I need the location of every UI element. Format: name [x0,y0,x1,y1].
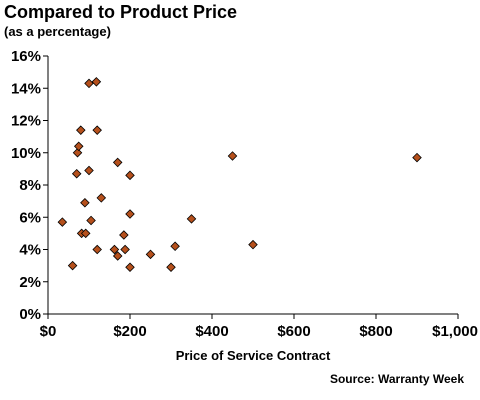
data-point [412,152,422,163]
data-point [80,197,90,208]
chart-title: Compared to Product Price [4,2,238,22]
data-point [125,209,135,219]
data-point [119,230,129,240]
y-tick-label: 14% [11,80,41,97]
data-point [67,260,78,271]
x-tick-label: $0 [40,323,57,340]
x-tick-label: $600 [277,323,310,340]
axes [47,56,458,315]
y-tick-label: 8% [19,177,41,194]
y-tick-label: 6% [19,209,41,226]
y-tick-label: 2% [19,274,41,291]
data-point [73,141,84,152]
data-point [92,125,102,135]
data-point [112,157,123,168]
data-point [170,241,180,252]
y-tick-label: 4% [19,242,41,259]
x-tick-label: $400 [195,323,228,340]
y-tick-label: 12% [11,113,41,130]
data-point [76,125,86,135]
data-points [57,77,422,273]
data-point [186,214,197,224]
data-point [72,147,83,158]
data-point [92,244,102,255]
x-tick-label: $200 [113,323,146,340]
data-point [120,244,130,255]
data-point [248,239,258,250]
data-point [145,249,156,260]
data-point [96,193,107,203]
data-point [57,217,68,227]
data-point [125,170,135,181]
data-point [86,215,96,226]
chart-subtitle: (as a percentage) [4,24,111,39]
x-tick-label: $800 [359,323,392,340]
data-point [109,244,120,255]
data-point [84,78,94,89]
data-point [71,168,82,179]
y-tick-label: 16% [11,48,41,65]
data-point [125,262,135,273]
source-note: Source: Warranty Week [329,372,464,386]
x-tick-label: $1,000 [432,323,478,340]
data-point [80,228,91,239]
x-axis-label: Price of Service Contract [176,348,331,363]
data-point [166,262,176,273]
data-point [91,77,102,87]
y-tick-label: 10% [11,145,41,162]
y-axis-ticks: 0% 2% 4% 6% 8% 10% 12% 14% 16% [11,48,48,323]
data-point [84,165,94,176]
y-tick-label: 0% [19,306,41,323]
data-point [227,151,238,161]
data-point [112,251,123,261]
x-axis-ticks: $0 $200 $400 $600 $800 $1,000 [40,314,478,340]
